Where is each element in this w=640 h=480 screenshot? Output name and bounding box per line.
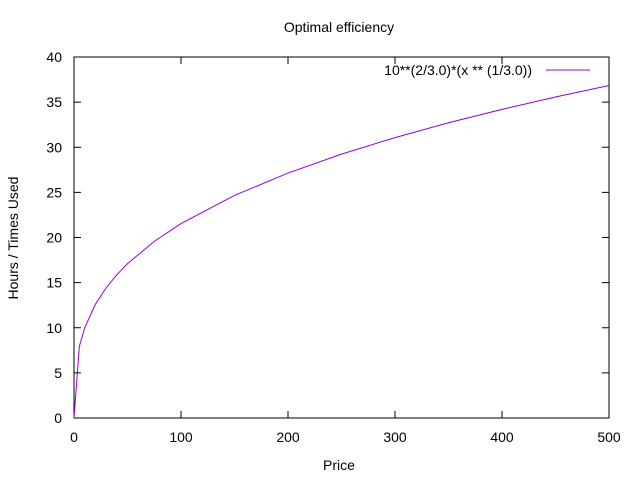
y-tick-label-5: 25 xyxy=(46,184,62,200)
chart-title: Optimal efficiency xyxy=(284,19,394,35)
x-tick-label-2: 200 xyxy=(276,429,300,445)
y-tick-label-4: 20 xyxy=(46,230,62,246)
y-tick-label-8: 40 xyxy=(46,49,62,65)
x-axis-label: Price xyxy=(323,457,355,473)
legend-label-0: 10**(2/3.0)*(x ** (1/3.0)) xyxy=(384,62,532,78)
x-tick-label-4: 400 xyxy=(490,429,514,445)
x-tick-label-1: 100 xyxy=(169,429,193,445)
y-tick-label-3: 15 xyxy=(46,275,62,291)
y-tick-label-0: 0 xyxy=(54,410,62,426)
y-ticks: 0 5 10 15 20 25 30 35 40 xyxy=(46,49,609,426)
x-tick-label-5: 500 xyxy=(597,429,621,445)
x-ticks: 0 100 200 300 400 500 xyxy=(70,57,621,445)
series-layer xyxy=(73,85,610,419)
x-tick-label-0: 0 xyxy=(70,429,78,445)
y-tick-label-1: 5 xyxy=(54,365,62,381)
y-tick-label-7: 35 xyxy=(46,94,62,110)
legend: 10**(2/3.0)*(x ** (1/3.0)) xyxy=(384,62,590,78)
y-tick-label-2: 10 xyxy=(46,320,62,336)
plot-frame xyxy=(73,56,610,419)
series-line-0 xyxy=(73,85,610,419)
y-axis-label: Hours / Times Used xyxy=(5,177,21,300)
x-tick-label-3: 300 xyxy=(383,429,407,445)
y-tick-label-6: 30 xyxy=(46,139,62,155)
